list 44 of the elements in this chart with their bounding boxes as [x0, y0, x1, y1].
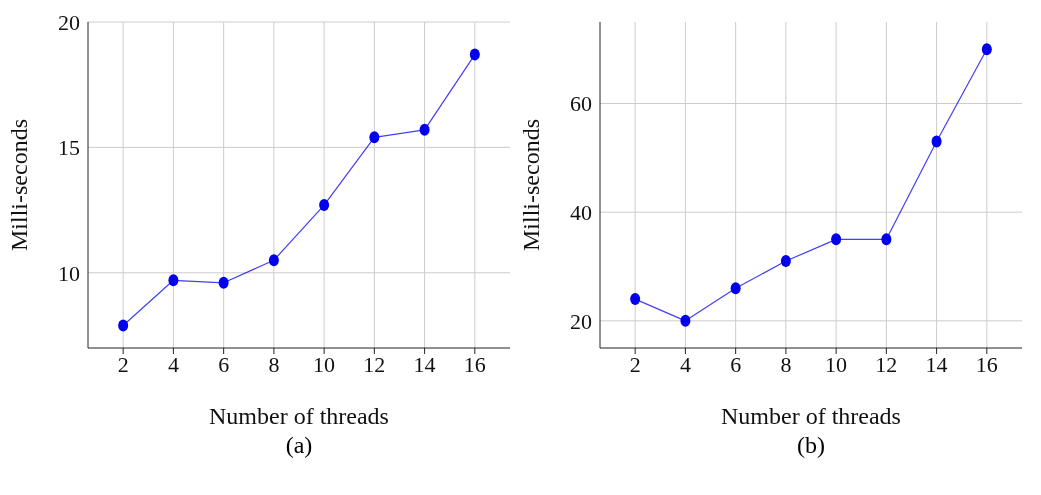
- point: [881, 233, 892, 246]
- point: [630, 293, 641, 306]
- x-tick-label: 2: [629, 351, 641, 377]
- point: [981, 43, 992, 56]
- point: [469, 48, 480, 61]
- point: [730, 282, 741, 295]
- point: [218, 276, 229, 289]
- point: [268, 254, 279, 267]
- point: [780, 255, 791, 268]
- x-tick-label: 8: [780, 351, 792, 377]
- x-tick-label: 4: [167, 351, 179, 377]
- x-tick-label: 14: [413, 351, 436, 377]
- point: [931, 135, 942, 148]
- text: (b): [796, 432, 826, 459]
- x-tick-label: 14: [925, 351, 948, 377]
- y-tick-label: 60: [570, 91, 592, 117]
- point: [369, 131, 380, 144]
- y-axis-title: Milli-seconds: [517, 119, 544, 251]
- point: [168, 274, 179, 287]
- x-tick-label: 10: [313, 351, 336, 377]
- x-tick-label: 4: [679, 351, 691, 377]
- y-tick-label: 20: [570, 308, 592, 334]
- point: [419, 123, 430, 136]
- x-tick-label: 16: [975, 351, 998, 377]
- point: [831, 233, 842, 246]
- x-tick-label: 12: [363, 351, 386, 377]
- point: [118, 319, 129, 332]
- x-tick-label: 8: [268, 351, 280, 377]
- y-tick-label: 10: [58, 260, 80, 286]
- y-tick-label: 40: [570, 199, 592, 225]
- x-tick-label: 16: [463, 351, 486, 377]
- x-tick-label: 6: [218, 351, 230, 377]
- y-tick-label: 15: [58, 135, 80, 161]
- x-tick-label: 6: [730, 351, 742, 377]
- y-axis-title: Milli-seconds: [5, 119, 32, 251]
- x-tick-label: 12: [875, 351, 898, 377]
- point: [319, 199, 330, 212]
- x-axis-title: Number of threads: [209, 403, 389, 429]
- point: [680, 314, 691, 327]
- x-axis-title: Number of threads: [721, 403, 901, 429]
- text: (a): [284, 432, 314, 459]
- y-tick-label: 20: [58, 9, 80, 35]
- x-tick-label: 2: [117, 351, 129, 377]
- x-tick-label: 10: [825, 351, 848, 377]
